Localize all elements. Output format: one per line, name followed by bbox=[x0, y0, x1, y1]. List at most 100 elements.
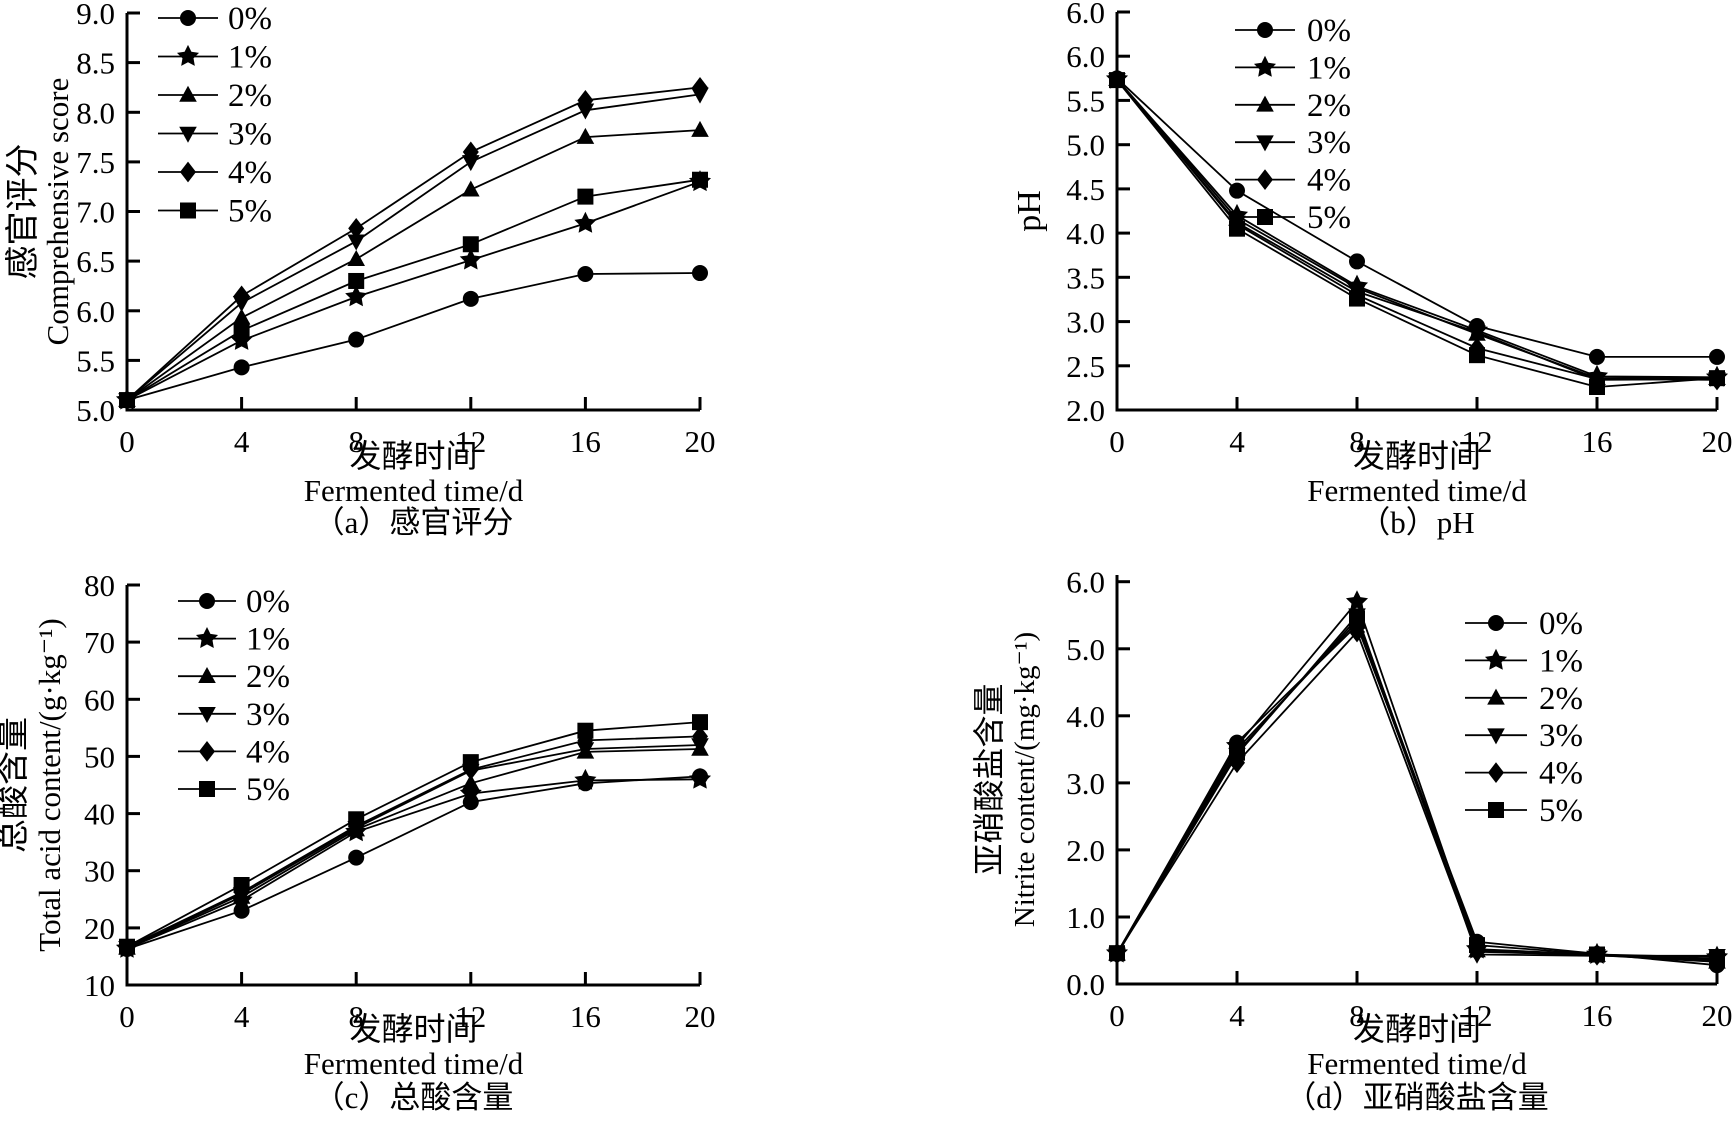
series-4% bbox=[1109, 621, 1725, 971]
legend-label: 4% bbox=[1307, 163, 1351, 199]
y-tick-label: 6.0 bbox=[1066, 0, 1105, 30]
triangle-up-marker-icon bbox=[347, 249, 365, 266]
legend-label: 4% bbox=[1539, 756, 1583, 792]
legend-label: 1% bbox=[1307, 50, 1351, 86]
legend-label: 5% bbox=[228, 194, 272, 230]
square-marker-icon bbox=[119, 938, 135, 955]
legend-label: 3% bbox=[246, 697, 290, 733]
x-tick-label: 20 bbox=[1702, 424, 1733, 459]
series-3% bbox=[1108, 608, 1726, 966]
x-axis-title-en: Fermented time/d bbox=[304, 473, 524, 508]
y-tick-label: 8.0 bbox=[76, 95, 115, 130]
star-marker-icon bbox=[459, 781, 482, 803]
square-marker-icon bbox=[462, 236, 479, 253]
x-tick-label: 20 bbox=[1702, 998, 1733, 1033]
diamond-marker-icon bbox=[577, 730, 594, 751]
y-tick-label: 5.0 bbox=[76, 393, 115, 428]
star-marker-icon bbox=[345, 285, 368, 307]
diamond-marker-icon bbox=[692, 726, 708, 747]
legend-label: 1% bbox=[246, 622, 290, 658]
y-tick-label: 30 bbox=[84, 854, 115, 889]
triangle-down-marker-icon bbox=[462, 155, 480, 172]
x-axis-title-cn: 发酵时间 bbox=[1353, 438, 1481, 474]
y-tick-label: 1.0 bbox=[1066, 900, 1105, 935]
series-4% bbox=[119, 77, 708, 411]
star-marker-icon bbox=[1253, 55, 1277, 77]
triangle-up-marker-icon bbox=[232, 308, 251, 325]
x-axis-title-cn: 发酵时间 bbox=[349, 438, 477, 474]
legend-label: 2% bbox=[1307, 88, 1351, 124]
chart-b-ph: 2.0 2.5 3.0 3.5 4.0 4.5 5.0 5.5 6.0 6.0 0 4 8 12 16 20 0… bbox=[1011, 0, 1733, 540]
y-tick-label: 7.0 bbox=[76, 195, 115, 230]
x-tick-label: 8 bbox=[1349, 424, 1365, 459]
y-tick-label: 9.0 bbox=[76, 0, 115, 31]
legend-label: 3% bbox=[1539, 718, 1583, 754]
series-1% bbox=[1105, 67, 1729, 387]
x-axis-title-cn: 发酵时间 bbox=[349, 1011, 477, 1047]
series-5% bbox=[1109, 610, 1725, 968]
square-marker-icon bbox=[1469, 937, 1485, 954]
tick-labels: 0.0 1.0 2.0 3.0 4.0 5.0 6.0 0 4 8 12 16 20 bbox=[1066, 565, 1732, 1033]
triangle-down-marker-icon bbox=[1256, 135, 1274, 152]
x-tick-label: 4 bbox=[1229, 424, 1245, 459]
series-2% bbox=[118, 120, 709, 407]
star-marker-icon bbox=[574, 211, 597, 233]
triangle-up-marker-icon bbox=[198, 667, 216, 683]
legend-label: 2% bbox=[228, 78, 272, 114]
x-tick-label: 12 bbox=[455, 424, 486, 459]
diamond-marker-icon bbox=[1257, 169, 1273, 190]
diamond-marker-icon bbox=[180, 161, 196, 183]
triangle-up-marker-icon bbox=[576, 127, 595, 144]
x-tick-label: 20 bbox=[685, 999, 716, 1034]
y-tick-label: 5.0 bbox=[1066, 632, 1105, 667]
legend: 0%1%2%3%4%5% bbox=[178, 584, 290, 808]
square-marker-icon bbox=[577, 722, 594, 739]
triangle-down-marker-icon bbox=[198, 707, 216, 723]
legend-label: 4% bbox=[228, 155, 272, 191]
triangle-up-marker-icon bbox=[462, 774, 480, 791]
y-tick-label: 6.0 bbox=[76, 294, 115, 329]
y-axis-title: 总酸含量 bbox=[0, 717, 32, 853]
square-marker-icon bbox=[1349, 290, 1365, 307]
y-axis-title: pH bbox=[1011, 190, 1048, 232]
x-tick-label: 16 bbox=[1582, 424, 1613, 459]
star-marker-icon bbox=[195, 627, 219, 648]
x-tick-label: 0 bbox=[1109, 424, 1125, 459]
diamond-marker-icon bbox=[692, 77, 708, 98]
y-tick-label: 80 bbox=[84, 568, 115, 603]
star-marker-icon bbox=[230, 328, 253, 350]
diamond-marker-icon bbox=[199, 741, 215, 762]
series-2% bbox=[1108, 70, 1726, 385]
legend-label: 3% bbox=[228, 117, 272, 153]
legend-label: 2% bbox=[246, 659, 290, 695]
square-marker-icon bbox=[577, 188, 594, 205]
square-marker-icon bbox=[1229, 220, 1245, 237]
y-tick-label: 4.5 bbox=[1066, 172, 1105, 207]
diamond-marker-icon bbox=[233, 285, 250, 307]
y-tick-label: 40 bbox=[84, 797, 115, 832]
legend-label: 0% bbox=[1539, 606, 1583, 642]
subplot-caption: （c）总酸含量 bbox=[314, 1080, 514, 1115]
x-axis-title-en: Fermented time/d bbox=[1307, 473, 1527, 508]
star-marker-icon bbox=[459, 248, 482, 270]
square-marker-icon bbox=[1229, 744, 1245, 761]
square-marker-icon bbox=[462, 754, 479, 771]
y-axis-title: Total acid content/(g·kg⁻¹) bbox=[32, 618, 67, 951]
legend-label: 5% bbox=[246, 772, 290, 808]
square-marker-icon bbox=[1488, 802, 1504, 818]
y-tick-label: 50 bbox=[84, 739, 115, 774]
square-marker-icon bbox=[1709, 951, 1725, 968]
y-tick-label: 2.0 bbox=[1066, 393, 1105, 428]
triangle-up-marker-icon bbox=[691, 120, 709, 137]
circle-marker-icon bbox=[348, 849, 365, 866]
y-tick-label: 4.0 bbox=[1066, 216, 1105, 251]
x-tick-label: 8 bbox=[1349, 998, 1365, 1033]
triangle-up-marker-icon bbox=[1256, 95, 1274, 112]
square-marker-icon bbox=[692, 714, 708, 731]
diamond-marker-icon bbox=[1488, 762, 1504, 783]
x-tick-label: 20 bbox=[685, 424, 716, 459]
axes bbox=[125, 11, 702, 412]
subplot-caption: （d）亚硝酸盐含量 bbox=[1285, 1080, 1549, 1115]
subplot-caption: （b）pH bbox=[1359, 505, 1474, 540]
triangle-up-marker-icon bbox=[462, 180, 480, 197]
